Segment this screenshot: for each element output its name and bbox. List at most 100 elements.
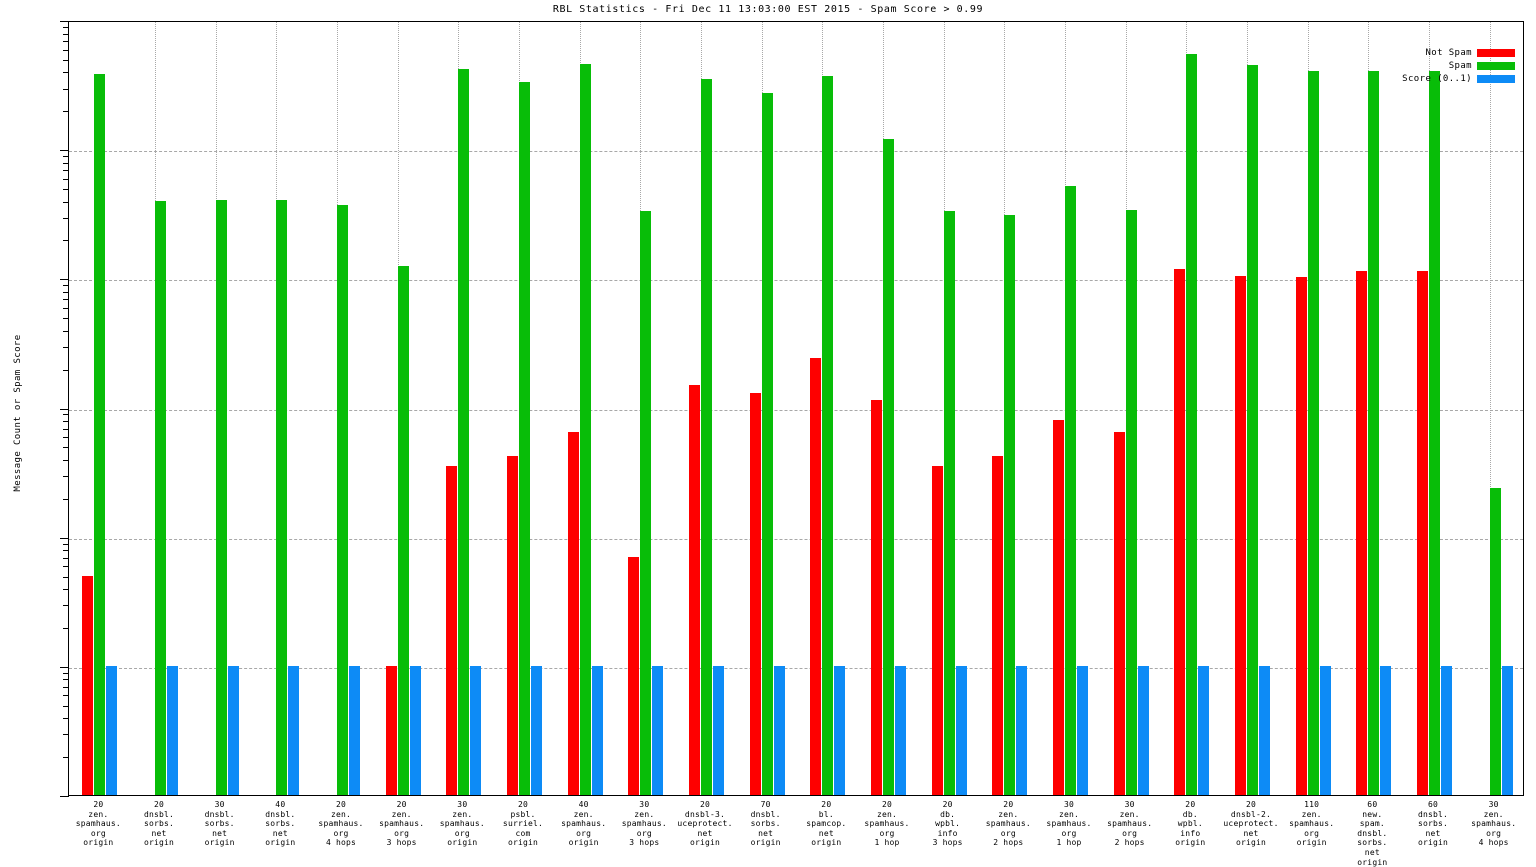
- bar-score[interactable]: [1501, 665, 1513, 795]
- bar-score[interactable]: [1198, 665, 1210, 795]
- bar-score[interactable]: [955, 665, 967, 795]
- bar-score[interactable]: [409, 665, 421, 795]
- bar-score[interactable]: [167, 665, 178, 795]
- bar-notspam[interactable]: [810, 358, 822, 795]
- bar-spam[interactable]: [1247, 64, 1258, 795]
- bar-score[interactable]: [713, 665, 724, 795]
- bar-group[interactable]: [1053, 22, 1088, 795]
- bar-spam[interactable]: [397, 265, 409, 795]
- bar-group[interactable]: [1113, 22, 1149, 795]
- bar-group[interactable]: [204, 22, 239, 795]
- bar-notspam[interactable]: [689, 384, 700, 795]
- bar-score[interactable]: [1259, 665, 1270, 795]
- bar-notspam[interactable]: [1356, 270, 1368, 795]
- legend-item[interactable]: Not Spam: [1402, 48, 1515, 58]
- bar-notspam[interactable]: [82, 575, 94, 795]
- bar-group[interactable]: [507, 22, 542, 795]
- bar-group[interactable]: [143, 22, 178, 795]
- bar-notspam[interactable]: [1235, 275, 1246, 795]
- bar-spam[interactable]: [579, 63, 591, 795]
- legend-item[interactable]: Score (0..1): [1402, 74, 1515, 84]
- bar-spam[interactable]: [883, 138, 894, 795]
- x-tick-label: 60 dnsbl. sorbs. net origin: [1417, 800, 1449, 848]
- bar-notspam[interactable]: [1174, 269, 1186, 795]
- bar-notspam[interactable]: [749, 392, 761, 795]
- bar-spam[interactable]: [822, 75, 834, 795]
- bar-spam[interactable]: [458, 68, 470, 795]
- bar-spam[interactable]: [761, 93, 773, 795]
- bar-spam[interactable]: [1429, 71, 1440, 795]
- bar-spam[interactable]: [1065, 185, 1076, 795]
- bar-score[interactable]: [106, 665, 118, 795]
- bar-notspam[interactable]: [1053, 420, 1064, 795]
- bar-group[interactable]: [628, 22, 664, 795]
- bar-spam[interactable]: [1186, 53, 1198, 795]
- bar-spam[interactable]: [1489, 487, 1501, 795]
- bar-score[interactable]: [895, 665, 906, 795]
- bar-group[interactable]: [1478, 22, 1513, 795]
- bar-group[interactable]: [810, 22, 846, 795]
- bar-score[interactable]: [1077, 665, 1088, 795]
- bar-notspam[interactable]: [992, 456, 1004, 795]
- bar-spam[interactable]: [1307, 71, 1319, 795]
- bar-score[interactable]: [1016, 665, 1028, 795]
- legend-item[interactable]: Spam: [1402, 61, 1515, 71]
- bar-score[interactable]: [288, 665, 300, 795]
- bar-score[interactable]: [470, 665, 482, 795]
- bar-group[interactable]: [992, 22, 1028, 795]
- bar-notspam[interactable]: [931, 466, 943, 795]
- y-tick-minor: [63, 695, 69, 697]
- bar-group[interactable]: [1356, 22, 1392, 795]
- bar-group[interactable]: [931, 22, 967, 795]
- bar-score[interactable]: [773, 665, 785, 795]
- bar-group[interactable]: [1295, 22, 1331, 795]
- bar-score[interactable]: [1441, 665, 1452, 795]
- bar-score[interactable]: [1319, 665, 1331, 795]
- bar-spam[interactable]: [943, 211, 955, 795]
- bar-group[interactable]: [567, 22, 603, 795]
- bar-spam[interactable]: [215, 199, 227, 795]
- bar-notspam[interactable]: [628, 556, 640, 795]
- bar-score[interactable]: [591, 665, 603, 795]
- bar-spam[interactable]: [640, 211, 652, 795]
- bar-group[interactable]: [82, 22, 118, 795]
- bar-spam[interactable]: [1004, 214, 1016, 795]
- bar-group[interactable]: [325, 22, 360, 795]
- bar-spam[interactable]: [1125, 209, 1137, 795]
- bar-notspam[interactable]: [871, 399, 882, 795]
- bar-group[interactable]: [1174, 22, 1210, 795]
- bar-score[interactable]: [1380, 665, 1392, 795]
- bar-spam[interactable]: [519, 82, 530, 795]
- y-tick-minor: [63, 49, 69, 51]
- y-tick-mark: [60, 796, 69, 797]
- bar-group[interactable]: [264, 22, 300, 795]
- bar-spam[interactable]: [276, 199, 288, 795]
- bar-notspam[interactable]: [385, 665, 397, 795]
- bar-notspam[interactable]: [567, 431, 579, 795]
- bar-spam[interactable]: [337, 204, 348, 795]
- bar-group[interactable]: [385, 22, 421, 795]
- y-tick-minor: [63, 369, 69, 371]
- bar-group[interactable]: [689, 22, 724, 795]
- bar-score[interactable]: [834, 665, 846, 795]
- bar-group[interactable]: [446, 22, 482, 795]
- bar-score[interactable]: [652, 665, 664, 795]
- bar-group[interactable]: [1235, 22, 1270, 795]
- bar-notspam[interactable]: [446, 466, 458, 795]
- bar-group[interactable]: [749, 22, 785, 795]
- bar-spam[interactable]: [701, 78, 712, 795]
- bar-group[interactable]: [871, 22, 906, 795]
- bar-group[interactable]: [1417, 22, 1452, 795]
- bar-notspam[interactable]: [507, 456, 518, 795]
- bar-spam[interactable]: [94, 74, 106, 795]
- bar-spam[interactable]: [1368, 71, 1380, 795]
- bar-spam[interactable]: [155, 200, 166, 795]
- bar-score[interactable]: [531, 665, 542, 795]
- bar-notspam[interactable]: [1113, 431, 1125, 795]
- bar-score[interactable]: [349, 665, 360, 795]
- bar-notspam[interactable]: [1295, 276, 1307, 795]
- bar-notspam[interactable]: [1417, 271, 1428, 795]
- bar-score[interactable]: [227, 665, 239, 795]
- y-tick-minor: [63, 26, 69, 28]
- bar-score[interactable]: [1137, 665, 1149, 795]
